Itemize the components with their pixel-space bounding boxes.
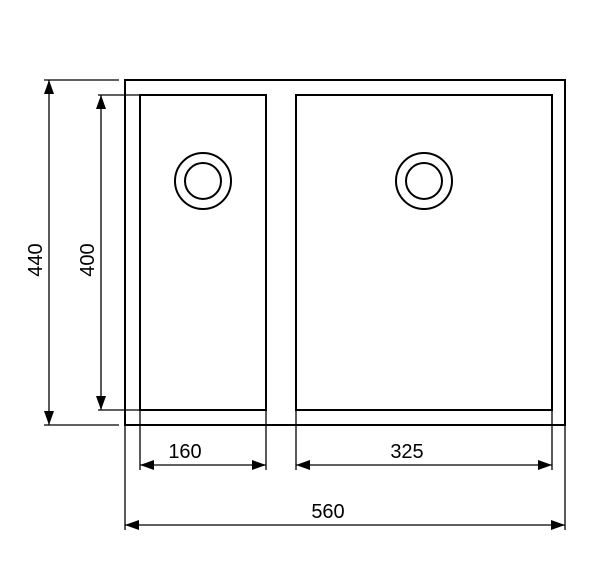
arr-hi-b (96, 396, 106, 410)
outer-rect (125, 80, 565, 425)
arr-wl-l (296, 460, 310, 470)
sink-tech-drawing: { "type": "technical-drawing", "canvas":… (0, 0, 600, 569)
arr-wo-r (551, 520, 565, 530)
small-drain-outer (175, 153, 231, 209)
arr-ws-r (252, 460, 266, 470)
arr-wl-r (538, 460, 552, 470)
label-width-outer: 560 (311, 501, 344, 523)
small-drain-inner (185, 163, 221, 199)
arr-hi-t (96, 95, 106, 109)
arr-ho-b (44, 411, 54, 425)
large-bowl (296, 95, 552, 410)
arr-ho-t (44, 80, 54, 94)
large-drain-outer (396, 153, 452, 209)
arr-wo-l (125, 520, 139, 530)
label-width-small: 160 (168, 441, 201, 463)
small-bowl (140, 95, 266, 410)
label-width-large: 325 (390, 441, 423, 463)
large-drain-inner (406, 163, 442, 199)
label-height-outer: 440 (25, 243, 47, 276)
label-height-inner: 400 (77, 243, 99, 276)
arr-ws-l (140, 460, 154, 470)
